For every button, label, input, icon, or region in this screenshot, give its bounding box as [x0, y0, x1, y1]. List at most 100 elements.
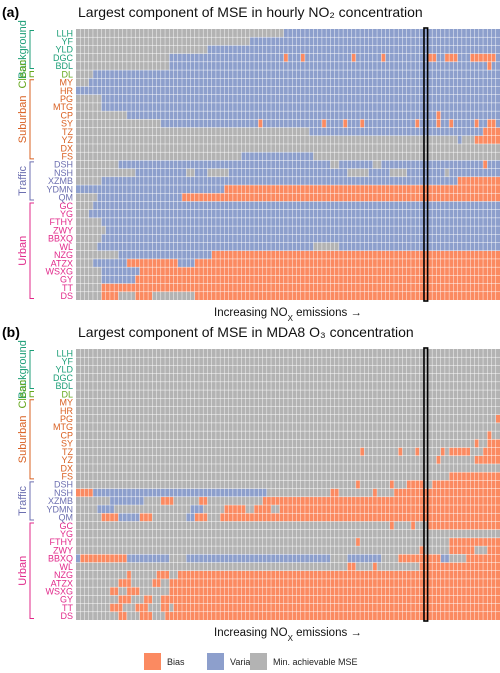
- cell-variance: [126, 111, 437, 120]
- panel-o3: (b) Largest component of MSE in MDA8 O₃ …: [2, 324, 500, 643]
- cell-bias: [372, 562, 378, 571]
- station-label-gc: GC: [60, 201, 74, 211]
- station-label-pg: PG: [60, 414, 73, 424]
- station-label-llh: LLH: [56, 28, 73, 38]
- station-label-wsxg: WSXG: [45, 586, 73, 596]
- group-bracket-traffic: [29, 161, 34, 201]
- station-label-fs: FS: [61, 471, 73, 481]
- cell-variance: [207, 45, 500, 54]
- x-axis-label-b: Increasing NOX emissions →: [214, 627, 362, 643]
- station-label-cp: CP: [60, 110, 73, 120]
- legend-label-min: Min. achievable MSE: [273, 657, 358, 667]
- cell-variance: [283, 29, 500, 38]
- cell-variance: [288, 53, 301, 62]
- cell-min: [139, 587, 170, 596]
- cell-bias: [419, 546, 424, 555]
- cell-bias: [495, 414, 500, 423]
- station-label-wl: WL: [60, 562, 74, 572]
- cell-variance: [118, 513, 140, 522]
- cell-bias: [118, 595, 132, 604]
- cell-bias: [360, 447, 365, 456]
- station-label-ds: DS: [60, 291, 73, 301]
- cell-bias: [419, 562, 500, 571]
- station-label-fs: FS: [61, 151, 73, 161]
- cell-bias: [258, 119, 263, 128]
- cell-min: [76, 45, 208, 54]
- cell-bias: [224, 505, 246, 514]
- cell-variance: [241, 152, 314, 161]
- cell-min: [76, 209, 89, 218]
- station-label-yg: YG: [60, 209, 73, 219]
- cell-bias: [139, 267, 500, 276]
- station-label-yld: YLD: [55, 45, 73, 55]
- cell-bias: [126, 570, 132, 579]
- group-label-clean: Clean: [17, 60, 29, 89]
- station-label-qm: QM: [59, 513, 74, 523]
- cell-bias: [389, 521, 394, 530]
- cell-bias: [156, 570, 170, 579]
- heatmap-row-zwy: [76, 226, 500, 235]
- legend-swatch-variance: [207, 653, 224, 670]
- station-label-bdl: BDL: [55, 381, 73, 391]
- station-label-dgc: DGC: [53, 53, 74, 63]
- legend-label-variance: Variance: [230, 657, 265, 667]
- cell-bias: [355, 480, 361, 489]
- cell-min: [474, 546, 488, 555]
- station-label-nzg: NZG: [54, 570, 73, 580]
- cell-min: [76, 78, 89, 87]
- station-label-sy: SY: [61, 439, 73, 449]
- cell-variance: [457, 135, 462, 144]
- cell-min: [203, 505, 225, 514]
- cell-variance: [368, 168, 390, 177]
- cell-bias: [415, 447, 420, 456]
- cell-min: [394, 480, 407, 489]
- cell-min: [122, 603, 136, 612]
- cell-bias: [118, 578, 132, 588]
- cell-bias: [360, 119, 365, 128]
- heatmap-row-my: [76, 78, 500, 87]
- cell-variance: [92, 488, 267, 497]
- cell-bias: [224, 185, 500, 194]
- cell-min: [76, 431, 488, 440]
- heatmap-row-llh: [76, 29, 500, 38]
- station-label-dsh: DSH: [54, 480, 73, 490]
- station-label-gy: GY: [60, 595, 73, 605]
- cell-bias: [436, 111, 441, 120]
- cell-bias: [394, 488, 500, 497]
- cell-bias: [165, 611, 500, 620]
- x-axis-label-a: Increasing NOX emissions →: [214, 307, 362, 323]
- panel-label-b: (b): [2, 324, 20, 340]
- cell-bias: [487, 431, 492, 440]
- group-bracket-background: [29, 30, 34, 70]
- cell-bias: [474, 439, 479, 448]
- cell-bias: [343, 119, 348, 128]
- station-label-zwy: ZWY: [53, 225, 73, 235]
- highlighted-column: [423, 27, 429, 302]
- cell-variance: [347, 119, 361, 128]
- cell-min: [126, 611, 140, 620]
- station-label-yf: YF: [61, 37, 73, 47]
- cell-bias: [80, 554, 127, 563]
- station-label-dx: DX: [60, 463, 73, 473]
- cell-variance: [190, 505, 204, 514]
- cell-bias: [444, 53, 458, 62]
- cell-bias: [321, 119, 327, 128]
- legend-swatch-min: [250, 653, 267, 670]
- station-label-yz: YZ: [61, 135, 73, 145]
- cell-bias: [427, 521, 500, 530]
- cell-min: [419, 447, 441, 456]
- group-label-traffic: Traffic: [17, 485, 29, 515]
- cell-variance: [487, 160, 500, 169]
- station-label-nsh: NSH: [54, 168, 73, 178]
- cell-min: [76, 152, 242, 161]
- station-label-pg: PG: [60, 94, 73, 104]
- cell-bias: [139, 513, 153, 522]
- cell-bias: [300, 53, 305, 62]
- cell-bias: [135, 603, 149, 612]
- cell-variance: [105, 226, 500, 235]
- station-label-ds: DS: [60, 611, 73, 621]
- station-label-fthy: FTHY: [50, 217, 74, 227]
- cell-variance: [88, 209, 500, 218]
- station-label-bbxq: BBXQ: [48, 554, 73, 564]
